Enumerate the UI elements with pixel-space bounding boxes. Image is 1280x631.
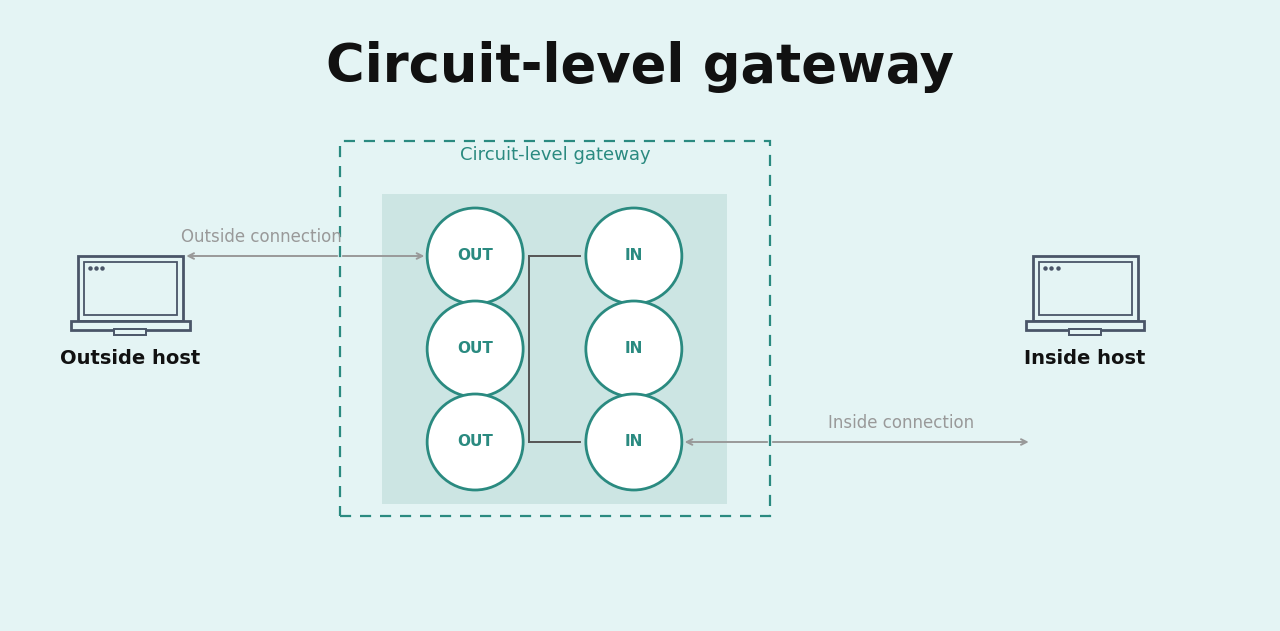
Text: IN: IN — [625, 341, 643, 357]
Text: IN: IN — [625, 249, 643, 264]
Circle shape — [428, 394, 524, 490]
FancyBboxPatch shape — [1069, 329, 1101, 334]
Circle shape — [586, 208, 682, 304]
Text: Inside connection: Inside connection — [828, 414, 974, 432]
Text: Outside connection: Outside connection — [182, 228, 342, 246]
FancyBboxPatch shape — [78, 256, 183, 321]
Text: IN: IN — [625, 435, 643, 449]
Text: OUT: OUT — [457, 341, 493, 357]
FancyBboxPatch shape — [381, 194, 727, 504]
Text: Circuit-level gateway: Circuit-level gateway — [326, 41, 954, 93]
FancyBboxPatch shape — [114, 329, 146, 334]
Text: Outside host: Outside host — [60, 349, 200, 368]
Text: Inside host: Inside host — [1024, 349, 1146, 368]
Text: OUT: OUT — [457, 249, 493, 264]
FancyBboxPatch shape — [70, 321, 189, 330]
Circle shape — [586, 301, 682, 397]
Circle shape — [586, 394, 682, 490]
FancyBboxPatch shape — [1025, 321, 1144, 330]
FancyBboxPatch shape — [1038, 262, 1132, 315]
FancyBboxPatch shape — [1033, 256, 1138, 321]
Text: Circuit-level gateway: Circuit-level gateway — [460, 146, 650, 164]
Circle shape — [428, 208, 524, 304]
Text: OUT: OUT — [457, 435, 493, 449]
Circle shape — [428, 301, 524, 397]
FancyBboxPatch shape — [83, 262, 177, 315]
